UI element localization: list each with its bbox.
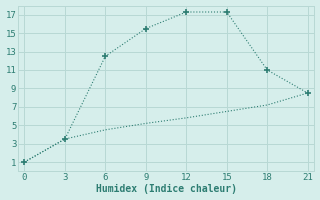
X-axis label: Humidex (Indice chaleur): Humidex (Indice chaleur) — [96, 184, 236, 194]
